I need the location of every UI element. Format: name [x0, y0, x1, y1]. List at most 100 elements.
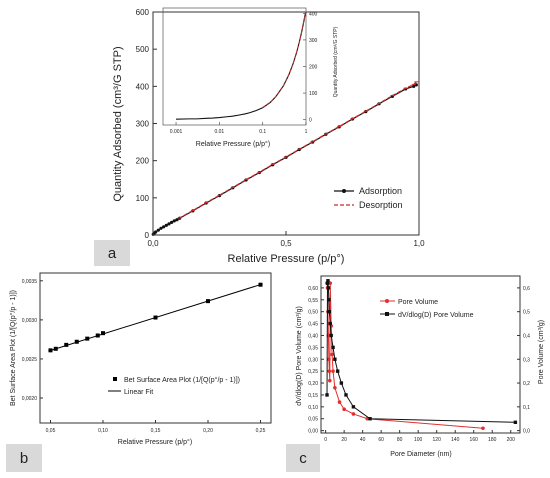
panel-c-y-tick-label: 0,15: [308, 393, 318, 399]
legend-bet-label: Bet Surface Area Plot (1/[Q(p°/p - 1)]): [124, 376, 240, 384]
panel-c-y2-tick-label: 0,1: [523, 405, 530, 411]
panel-a-adsorption-point: [170, 220, 174, 224]
panel-b-y-tick-label: 0,0030: [22, 318, 38, 324]
inset-x-tick-label: 0.1: [259, 129, 266, 135]
panel-c-dvdlogd-point: [351, 405, 356, 409]
panel-a-adsorption-point: [167, 222, 171, 226]
panel-c-x-tick-label: 180: [488, 437, 497, 443]
panel-c-dvdlogd-point: [333, 357, 337, 361]
panel-c-x-tick-label: 40: [360, 437, 366, 443]
legend-desorption-label: Desorption: [359, 200, 403, 210]
panel-c-x-tick-label: 120: [433, 437, 442, 443]
panel-c-pore-distribution: 0 20 40 60 80 100 120 140 160 180 200 0,00 0,05 0,10 0…: [286, 275, 545, 472]
panel-c-x-tick-label: 20: [341, 437, 347, 443]
panel-c-y2-tick-label: 0,4: [523, 333, 530, 339]
panel-c-dvdlogd-point: [327, 298, 331, 302]
panel-a-y-tick-label: 400: [136, 82, 150, 91]
panel-b-x-tick-label: 0,05: [46, 428, 56, 434]
panel-a-x-tick-label: 0,0: [147, 239, 159, 248]
panel-c-x-axis-title: Pore Diameter (nm): [390, 451, 451, 458]
panel-c-y2-axis-title: Pore Volume (cm³/g): [538, 320, 545, 384]
panel-c-y-tick-label: 0,10: [308, 405, 318, 411]
panel-a-adsorption-isotherm: 0,0 0,5 1,0 0 100 200 300 400 500 600 Relative Pr…: [94, 7, 425, 266]
inset-x-tick-label: 1: [305, 129, 308, 135]
panel-c-legend: Pore Volume dV/dlog(D) Pore Volume: [380, 299, 474, 319]
panel-c-x-tick-label: 200: [507, 437, 516, 443]
panel-c-dvdlogd-point: [326, 286, 331, 290]
legend-adsorption-marker: [342, 189, 346, 193]
panel-a-adsorption-point: [412, 84, 416, 88]
panel-c-x-tick-label: 100: [414, 437, 423, 443]
panel-c-dvdlogd-point: [513, 420, 518, 424]
panel-c-dvdlogd-point: [329, 333, 333, 338]
panel-c-pore-volume-point: [327, 378, 332, 383]
panel-c-pore-volume-point: [331, 369, 335, 373]
panel-c-dvdlogd-point: [325, 393, 329, 397]
panel-b-y-tick-label: 0,0035: [22, 279, 38, 285]
panel-a-y-axis-title: Quantity Adsorbed (cm³/G STP): [112, 46, 124, 201]
panel-c-y2-tick-label: 0,0: [523, 429, 530, 435]
panel-c-pore-volume-point: [351, 412, 356, 416]
panel-c-dvdlogd-point: [327, 309, 332, 314]
panel-a-legend: Adsorption Desorption: [334, 186, 403, 210]
panel-a-x-axis-title: Relative Pressure (p/p°): [228, 253, 345, 265]
panel-c-y2-tick-label: 0,3: [523, 357, 530, 363]
panel-a-adsorption-point: [159, 226, 163, 230]
panel-a-y-tick-label: 500: [136, 45, 150, 54]
inset-y-tick-label: 100: [309, 91, 318, 97]
panel-c-x-tick-label: 140: [451, 437, 460, 443]
panel-a-inset-chart: 0.001 0.01 0.1 10 100 200 300 400 Relative Pres…: [162, 7, 339, 148]
panel-a-adsorption-point: [172, 219, 176, 223]
legend-dvdlogd-marker: [385, 312, 389, 316]
panel-b-x-axis-title: Relative Pressure (p/p°): [118, 438, 192, 446]
panel-a-y-tick-label: 300: [136, 120, 150, 129]
legend-linear-fit-label: Linear Fit: [124, 389, 153, 396]
panel-c-y-tick-label: 0,40: [308, 333, 318, 339]
panel-b-x-tick-label: 0,15: [151, 428, 161, 434]
panel-c-y-tick-label: 0,05: [308, 417, 318, 423]
panel-c-y-tick-label: 0,30: [308, 357, 318, 363]
panel-c-dvdlogd-point: [331, 345, 335, 350]
inset-series-line-desorption: [262, 10, 307, 108]
panel-c-y-axis-title: dV/dlog(D) Pore Volume (cm³/g): [296, 306, 303, 406]
panel-c-x-tick-label: 60: [378, 437, 384, 443]
panel-c-pore-volume-point: [481, 426, 485, 431]
panel-a-letter: a: [108, 245, 117, 262]
panel-c-plot-frame: [320, 275, 521, 434]
inset-x-tick-label: 0.01: [214, 129, 224, 135]
panel-c-x-tick-label: 80: [397, 437, 403, 443]
panel-b-bet-point: [153, 315, 158, 320]
panel-c-x-tick-label: 0: [324, 437, 327, 443]
panel-c-y-tick-label: 0,35: [308, 345, 318, 351]
legend-pore-volume-label: Pore Volume: [398, 299, 438, 306]
panel-c-dvdlogd-point: [326, 279, 330, 283]
panel-c-y-tick-label: 0,60: [308, 286, 318, 292]
panel-c-y-tick-label: 0,00: [308, 429, 318, 435]
inset-y-axis-title: Quantity Adsorbed (cm³/G STP): [333, 26, 339, 97]
panel-c-pore-volume-point: [327, 369, 332, 373]
panel-c-y-tick-label: 0,20: [308, 381, 318, 387]
panel-b-bet-point: [85, 336, 90, 341]
panel-c-y-tick-label: 0,25: [308, 369, 318, 375]
panel-a-x-tick-label: 0,5: [280, 239, 292, 248]
panel-b-letter: b: [20, 450, 28, 467]
panel-c-y-tick-label: 0,55: [308, 298, 318, 304]
inset-x-axis-title: Relative Pressure (p/p°): [196, 140, 270, 148]
panel-a-y-tick-label: 0: [145, 231, 150, 240]
panel-a-adsorption-point: [164, 223, 168, 227]
inset-y-tick-label: 400: [309, 11, 318, 17]
panel-b-bet-point: [53, 346, 58, 351]
legend-pore-volume-marker: [385, 299, 389, 303]
panel-c-pore-volume-point: [333, 386, 337, 390]
panel-c-dvdlogd-point: [328, 321, 332, 326]
panel-a-y-tick-label: 200: [136, 157, 150, 166]
inset-plot-frame: [162, 7, 307, 126]
legend-dvdlogd-label: dV/dlog(D) Pore Volume: [398, 312, 474, 319]
panel-c-dvdlogd-point: [325, 281, 330, 285]
panel-a-y-tick-label: 600: [136, 8, 150, 17]
panel-a-adsorption-point: [154, 230, 158, 234]
panel-c-y2-tick-label: 0,2: [523, 381, 530, 387]
panel-a-x-tick-label: 1,0: [413, 239, 425, 248]
panel-c-pore-volume-point: [327, 357, 331, 362]
